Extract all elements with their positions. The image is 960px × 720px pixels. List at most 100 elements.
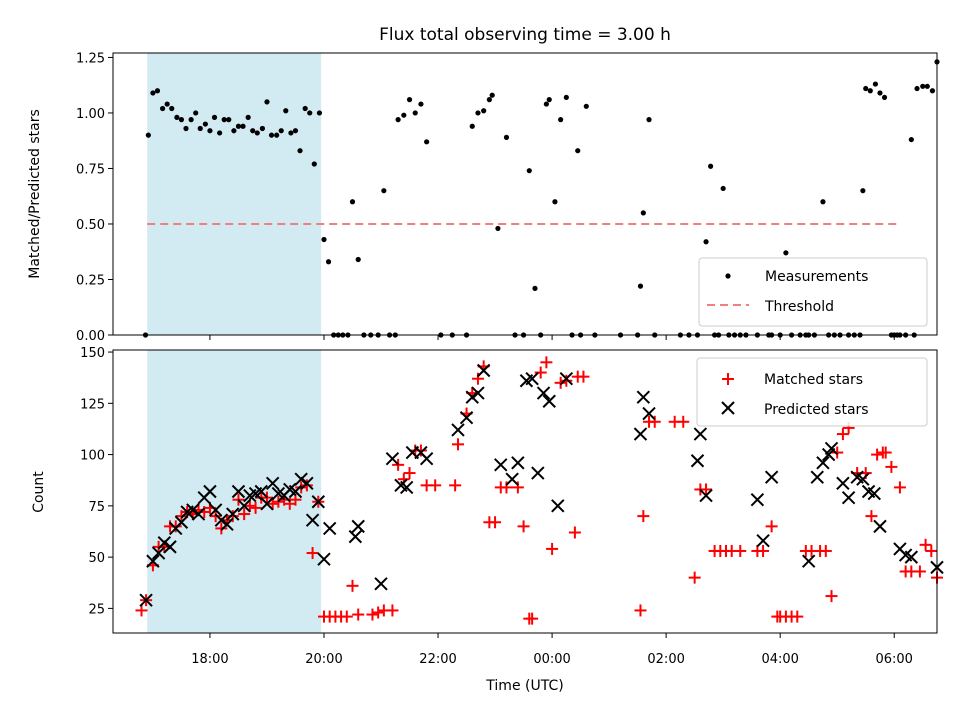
measurement-point xyxy=(278,128,284,134)
legend-matched-label: Matched stars xyxy=(764,372,863,388)
measurement-point xyxy=(274,132,280,138)
measurement-point xyxy=(259,125,266,132)
predicted-star-point xyxy=(317,552,331,566)
predicted-star-point xyxy=(399,480,414,495)
predicted-star-point xyxy=(633,427,648,441)
matched-star-point xyxy=(489,516,502,529)
top-panel: 0.00 0.25 0.50 0.75 1.00 1.25 Matched/Predict… xyxy=(27,51,940,344)
measurement-point xyxy=(412,110,418,116)
predicted-star-point xyxy=(294,472,308,486)
measurement-point xyxy=(268,132,275,138)
measurement-point xyxy=(532,285,538,291)
matched-star-point xyxy=(135,604,148,617)
top-y-tick-label: 1.25 xyxy=(76,51,105,66)
matched-star-point xyxy=(677,415,690,428)
measurement-point xyxy=(646,117,652,123)
matched-star-point xyxy=(500,481,513,494)
top-x-axis xyxy=(209,335,895,340)
bottom-y-tick-label: 100 xyxy=(80,449,105,464)
legend-threshold-label: Threshold xyxy=(764,299,834,315)
measurement-point xyxy=(469,123,475,129)
measurement-point xyxy=(929,88,936,94)
measurement-point xyxy=(193,110,199,116)
measurement-point xyxy=(221,117,227,123)
measurement-point xyxy=(202,121,208,127)
bottom-y-tick-label: 50 xyxy=(88,551,105,566)
measurement-point xyxy=(575,148,581,154)
measurement-point xyxy=(872,81,879,87)
predicted-star-point xyxy=(174,515,189,529)
matched-star-point xyxy=(919,538,932,551)
measurement-point xyxy=(860,188,866,194)
predicted-star-point xyxy=(494,458,508,472)
matched-star-point xyxy=(209,510,222,523)
bottom-points-layer xyxy=(135,356,944,625)
predicted-star-point xyxy=(451,423,465,437)
measurement-point xyxy=(325,259,332,265)
matched-star-point xyxy=(546,542,559,555)
predicted-star-point xyxy=(841,490,856,505)
measurement-point xyxy=(914,85,920,92)
predicted-star-point xyxy=(208,503,223,517)
measurement-point xyxy=(543,101,549,107)
predicted-star-point xyxy=(288,484,303,499)
top-y-tick-label: 1.00 xyxy=(76,107,105,122)
predicted-star-point xyxy=(465,390,479,404)
matched-star-point xyxy=(765,520,778,533)
measurement-point xyxy=(297,148,303,154)
x-axis-title: Time (UTC) xyxy=(485,678,563,694)
matched-star-point xyxy=(648,415,661,428)
matched-star-point xyxy=(825,590,838,603)
matched-star-point xyxy=(879,446,892,459)
top-y-tick-label: 0.25 xyxy=(76,273,105,288)
measurement-point xyxy=(708,163,714,169)
legend-matched-marker xyxy=(722,373,734,385)
measurement-point xyxy=(877,90,883,96)
measurement-point xyxy=(321,236,327,243)
measurement-point xyxy=(867,88,873,94)
predicted-star-point xyxy=(237,499,251,513)
matched-star-point xyxy=(352,608,365,621)
matched-star-point xyxy=(306,547,319,560)
predicted-star-point xyxy=(214,513,229,527)
matched-star-point xyxy=(372,606,385,619)
legend-measurements-marker xyxy=(725,273,731,279)
measurement-point xyxy=(226,117,232,123)
matched-star-point xyxy=(871,448,884,461)
bottom-x-tick-label: 06:00 xyxy=(875,652,912,667)
predicted-star-point xyxy=(636,390,651,404)
predicted-star-point xyxy=(693,427,708,441)
matched-star-point xyxy=(885,460,898,473)
predicted-star-point xyxy=(300,476,314,491)
bottom-x-tick-label: 18:00 xyxy=(191,652,228,667)
predicted-star-point xyxy=(750,492,765,507)
bottom-panel: 25 50 75 100 125 150 18:00 20:00 22:00 00:00 02:0… xyxy=(31,346,944,694)
measurement-point xyxy=(703,239,709,245)
measurement-point xyxy=(640,210,646,216)
top-y-tick-label: 0.00 xyxy=(76,329,105,344)
legend-predicted-marker xyxy=(721,401,735,415)
matched-star-point xyxy=(238,508,251,521)
bottom-x-tick-label: 00:00 xyxy=(533,652,570,667)
predicted-star-point xyxy=(471,386,485,400)
predicted-star-point xyxy=(542,394,556,408)
measurement-point xyxy=(292,128,299,134)
bottom-legend: Matched stars Predicted stars xyxy=(696,357,928,427)
matched-star-point xyxy=(700,483,713,496)
bottom-x-axis: 18:00 20:00 22:00 00:00 02:00 04:00 06:00 xyxy=(191,633,913,667)
matched-star-point xyxy=(534,366,547,379)
predicted-star-point xyxy=(690,454,705,468)
measurement-point xyxy=(231,128,237,134)
matched-star-point xyxy=(688,571,701,584)
predicted-star-point xyxy=(139,593,153,607)
measurement-point xyxy=(881,94,888,101)
measurement-point xyxy=(481,108,487,114)
measurement-point xyxy=(558,117,564,123)
matched-star-point xyxy=(893,481,906,494)
measurement-point xyxy=(169,105,175,112)
bottom-y-tick-label: 125 xyxy=(80,397,105,412)
measurement-point xyxy=(526,168,532,174)
measurement-point xyxy=(316,110,323,116)
measurement-point xyxy=(563,94,569,101)
top-y-tick-label: 0.75 xyxy=(76,162,105,177)
